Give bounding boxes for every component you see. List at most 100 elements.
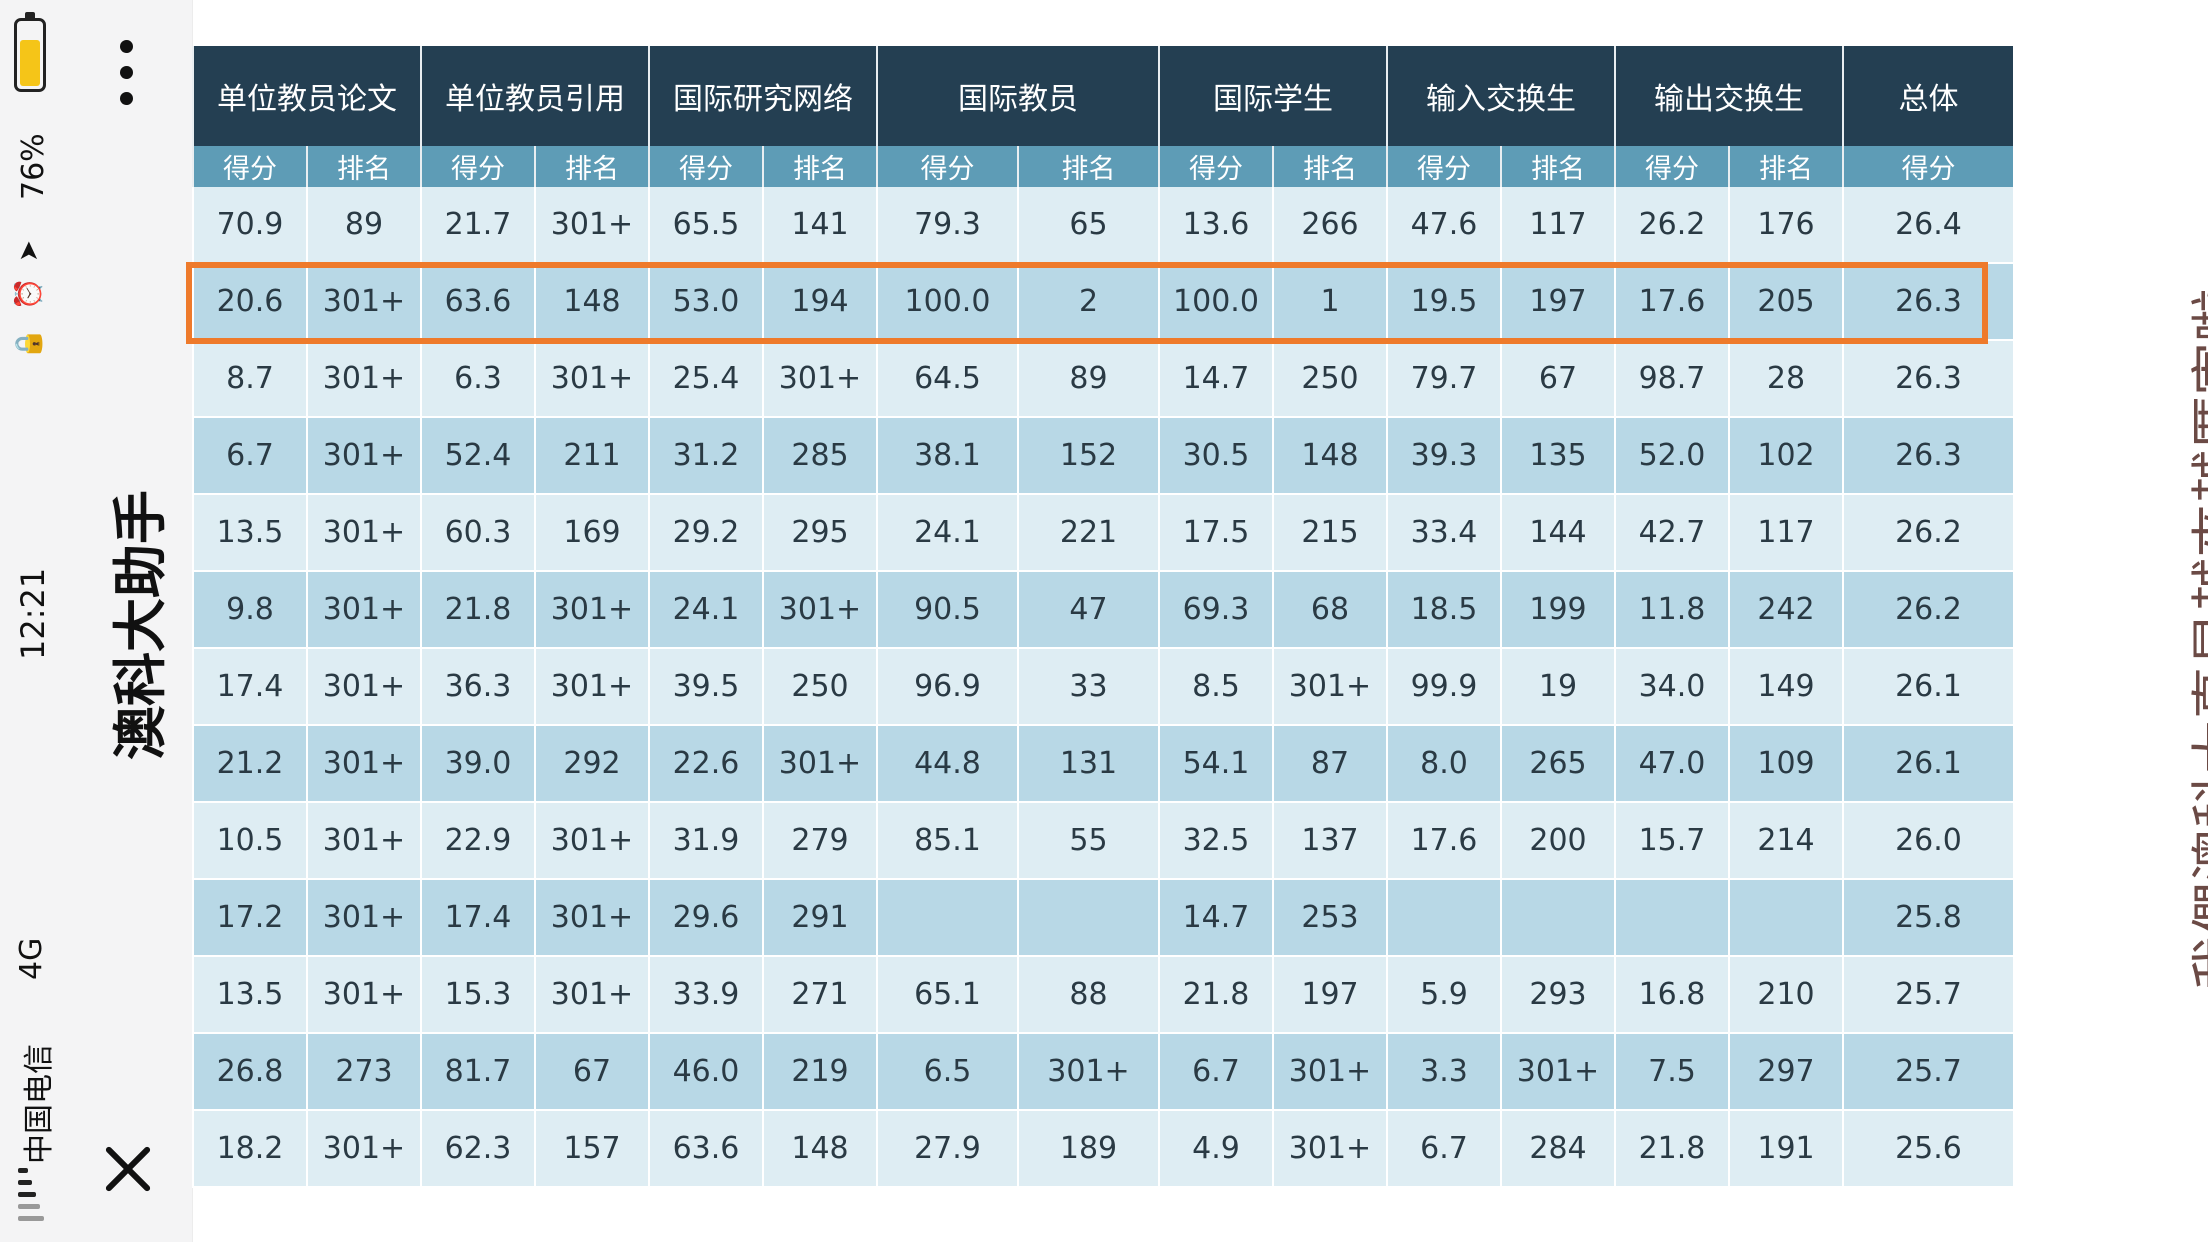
rank-cell: 271 (762, 956, 877, 1034)
sub-header-score: 得分 (648, 146, 763, 187)
rank-cell: 47 (1017, 571, 1159, 649)
rank-cell: 301+ (1500, 1033, 1615, 1111)
score-cell: 100.0 (876, 263, 1018, 341)
score-cell: 90.5 (876, 571, 1018, 649)
table-row: 21.2 301+ 39.0 292 22.6 301+ 44.8 131 54.1 87 8.0 2… (192, 725, 2013, 803)
rank-cell: 301+ (306, 494, 421, 572)
rank-cell: 301+ (306, 725, 421, 803)
score-cell: 10.5 (192, 802, 307, 880)
score-cell: 17.5 (1158, 494, 1273, 572)
score-cell: 30.5 (1158, 417, 1273, 495)
ranking-table: 单位教员论文 单位教员引用 国际研究网络 国际教员 国际学生 输入交换生 输出交… (192, 46, 2013, 1188)
rank-cell: 301+ (306, 417, 421, 495)
score-cell: 81.7 (420, 1033, 535, 1111)
score-cell: 5.9 (1386, 956, 1501, 1034)
score-cell: 6.7 (1386, 1110, 1501, 1188)
score-cell: 21.7 (420, 187, 535, 264)
rank-cell: 301+ (534, 340, 649, 418)
rank-cell: 149 (1728, 648, 1843, 726)
rank-cell: 250 (762, 648, 877, 726)
score-cell: 13.6 (1158, 187, 1273, 264)
overall-score-cell: 25.7 (1842, 1033, 2013, 1111)
rank-cell: 250 (1272, 340, 1387, 418)
score-cell: 69.3 (1158, 571, 1273, 649)
score-cell: 39.5 (648, 648, 763, 726)
sub-header-score: 得分 (1158, 146, 1273, 187)
score-cell: 21.8 (420, 571, 535, 649)
header-faculty-papers: 单位教员论文 (192, 46, 421, 146)
rank-cell: 87 (1272, 725, 1387, 803)
sub-header-score: 得分 (192, 146, 307, 187)
rank-cell: 33 (1017, 648, 1159, 726)
close-icon[interactable] (100, 1140, 156, 1196)
rank-cell: 65 (1017, 187, 1159, 264)
rank-cell: 148 (534, 263, 649, 341)
score-cell: 16.8 (1614, 956, 1729, 1034)
rank-cell: 131 (1017, 725, 1159, 803)
rank-cell: 89 (306, 187, 421, 264)
rank-cell: 205 (1728, 263, 1843, 341)
header-intl-students: 国际学生 (1158, 46, 1387, 146)
overall-score-cell: 26.3 (1842, 263, 2013, 341)
rank-cell: 191 (1728, 1110, 1843, 1188)
rank-cell: 197 (1272, 956, 1387, 1034)
rank-cell: 197 (1500, 263, 1615, 341)
sub-header-row: 得分 排名 得分 排名 得分 排名 得分 排名 得分 排名 得分 排名 得分 排… (192, 146, 2013, 187)
rank-cell (1017, 879, 1159, 957)
battery-icon (14, 12, 46, 92)
score-cell: 15.7 (1614, 802, 1729, 880)
rank-cell: 301+ (306, 340, 421, 418)
app-chrome: 76% ➤ ⏰ 🔒 12:21 4G 中国电信 澳科大助手 (0, 0, 193, 1242)
rank-cell: 68 (1272, 571, 1387, 649)
rank-cell: 148 (762, 1110, 877, 1188)
score-cell: 42.7 (1614, 494, 1729, 572)
score-cell: 13.5 (192, 956, 307, 1034)
location-icon: ➤ (14, 240, 44, 262)
rank-cell: 279 (762, 802, 877, 880)
score-cell: 47.6 (1386, 187, 1501, 264)
score-cell: 3.3 (1386, 1033, 1501, 1111)
score-cell: 63.6 (648, 1110, 763, 1188)
overall-score-cell: 25.6 (1842, 1110, 2013, 1188)
carrier-name: 中国电信 (22, 1044, 57, 1164)
rank-cell: 152 (1017, 417, 1159, 495)
alarm-icon: ⏰ (14, 277, 44, 310)
score-cell: 52.0 (1614, 417, 1729, 495)
score-cell: 21.2 (192, 725, 307, 803)
rank-cell: 253 (1272, 879, 1387, 957)
rank-cell: 292 (534, 725, 649, 803)
header-intl-research-network: 国际研究网络 (648, 46, 877, 146)
overall-score-cell: 26.2 (1842, 494, 2013, 572)
rank-cell: 301+ (534, 187, 649, 264)
score-cell: 4.9 (1158, 1110, 1273, 1188)
overall-score-cell: 26.1 (1842, 725, 2013, 803)
rank-cell: 301+ (306, 648, 421, 726)
rank-cell: 194 (762, 263, 877, 341)
table-row: 26.8 273 81.7 67 46.0 219 6.5 301+ 6.7 301+ 3.3 301… (192, 1033, 2013, 1111)
score-cell: 17.6 (1614, 263, 1729, 341)
score-cell: 85.1 (876, 802, 1018, 880)
rank-cell: 88 (1017, 956, 1159, 1034)
rank-cell: 295 (762, 494, 877, 572)
score-cell: 32.5 (1158, 802, 1273, 880)
overall-score-cell: 25.7 (1842, 956, 2013, 1034)
score-cell: 17.4 (192, 648, 307, 726)
rank-cell: 221 (1017, 494, 1159, 572)
score-cell: 53.0 (648, 263, 763, 341)
header-faculty-citations: 单位教员引用 (420, 46, 649, 146)
overall-score-cell: 25.8 (1842, 879, 2013, 957)
score-cell: 79.3 (876, 187, 1018, 264)
table-row: 13.5 301+ 60.3 169 29.2 295 24.1 221 17.5 215 33.4… (192, 494, 2013, 572)
overall-score-cell: 26.3 (1842, 340, 2013, 418)
sub-header-score: 得分 (1386, 146, 1501, 187)
table-row: 8.7 301+ 6.3 301+ 25.4 301+ 64.5 89 14.7 250 79.7 6… (192, 340, 2013, 418)
rank-cell: 266 (1272, 187, 1387, 264)
table-row: 17.4 301+ 36.3 301+ 39.5 250 96.9 33 8.5 301+ 99.9… (192, 648, 2013, 726)
rank-cell: 265 (1500, 725, 1615, 803)
header-overall: 总体 (1842, 46, 2013, 146)
sub-header-rank: 排名 (1728, 146, 1843, 187)
score-cell: 29.2 (648, 494, 763, 572)
more-vertical-icon[interactable] (114, 40, 140, 110)
rank-cell: 176 (1728, 187, 1843, 264)
table-row: 13.5 301+ 15.3 301+ 33.9 271 65.1 88 21.8 197 5.9 2… (192, 956, 2013, 1034)
